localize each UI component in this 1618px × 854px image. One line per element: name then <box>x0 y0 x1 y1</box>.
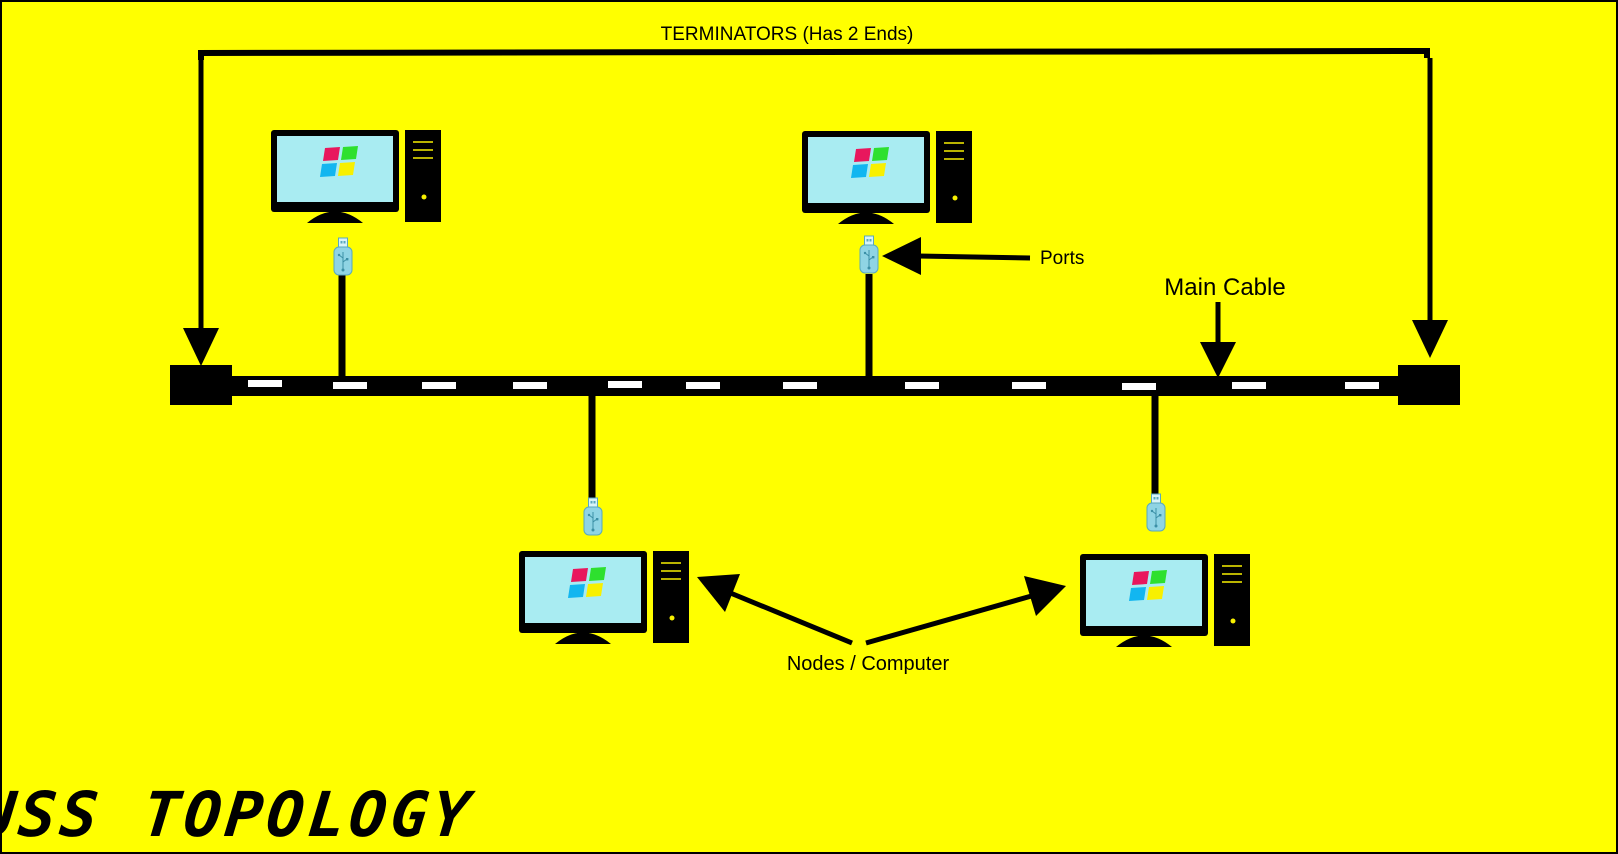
node-computer-top-middle <box>801 130 973 378</box>
terminator-left <box>170 365 232 405</box>
desktop-computer-icon <box>518 550 690 645</box>
node-computer-bottom-left <box>518 392 690 645</box>
terminator-right <box>1398 365 1460 405</box>
node-computer-top-left <box>270 129 442 378</box>
main-cable-label: Main Cable <box>1164 274 1285 301</box>
cable-dashes <box>248 380 1379 390</box>
diagram-title: BUSS TOPOLOGY <box>0 778 478 851</box>
terminators-bracket <box>183 47 1448 366</box>
nodes-arrows <box>697 574 1066 646</box>
desktop-computer-icon <box>1079 553 1251 648</box>
desktop-computer-icon <box>801 130 973 225</box>
ports-arrow <box>882 237 1031 275</box>
node-computer-bottom-right <box>1079 392 1251 648</box>
nodes-label: Nodes / Computer <box>787 653 950 675</box>
terminators-label: TERMINATORS (Has 2 Ends) <box>661 24 914 45</box>
desktop-computer-icon <box>270 129 442 224</box>
main-cable <box>225 376 1400 396</box>
ports-label: Ports <box>1040 248 1084 269</box>
main-cable-arrow <box>1200 302 1236 378</box>
